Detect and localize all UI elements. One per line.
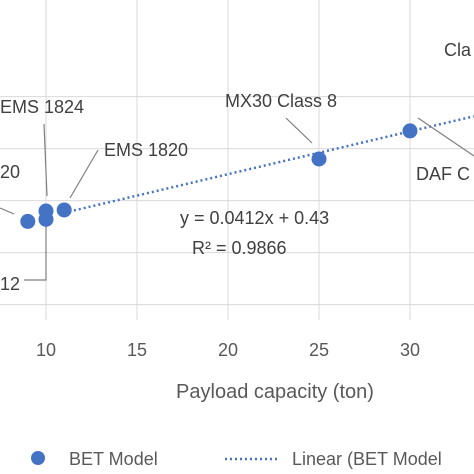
data-label: EMS 1820 — [104, 140, 188, 160]
label-leader-line — [0, 207, 15, 215]
data-points — [20, 123, 418, 229]
data-label: MX30 Class 8 — [225, 91, 337, 111]
label-leader-lines — [0, 117, 474, 281]
label-leader-line — [417, 117, 474, 157]
data-point — [20, 213, 36, 229]
gridlines — [0, 0, 474, 320]
data-label: 12 — [0, 274, 20, 294]
equation-label: y = 0.0412x + 0.43 — [180, 208, 329, 228]
x-tick-labels: 10 15 20 25 30 — [36, 340, 420, 360]
label-leader-line — [285, 117, 313, 144]
data-point — [56, 202, 72, 218]
legend-label-bet-model: BET Model — [69, 449, 158, 469]
label-leader-line — [43, 123, 48, 197]
r-squared-label: R² = 0.9866 — [192, 238, 287, 258]
x-axis-title: Payload capacity (ton) — [176, 381, 374, 403]
data-point — [402, 123, 418, 139]
x-tick-label: 20 — [218, 340, 238, 360]
data-labels: 20 12 EMS 1824 EMS 1820 MX30 Class 8 DAF C — [0, 91, 470, 294]
data-label: EMS 1824 — [0, 97, 84, 117]
data-label: DAF C — [416, 164, 470, 184]
x-tick-label: 30 — [400, 340, 420, 360]
data-point — [38, 203, 54, 219]
label-leader-line — [24, 226, 47, 281]
label-leader-line — [69, 149, 99, 199]
data-point — [311, 151, 327, 167]
x-tick-label: 10 — [36, 340, 56, 360]
data-label: 20 — [0, 162, 20, 182]
annotation-cla: Cla — [444, 40, 472, 60]
legend: BET Model Linear (BET Model — [31, 449, 442, 469]
legend-label-linear: Linear (BET Model — [292, 449, 442, 469]
x-tick-label: 25 — [309, 340, 329, 360]
x-tick-label: 15 — [127, 340, 147, 360]
legend-marker-bet-model — [31, 451, 45, 465]
